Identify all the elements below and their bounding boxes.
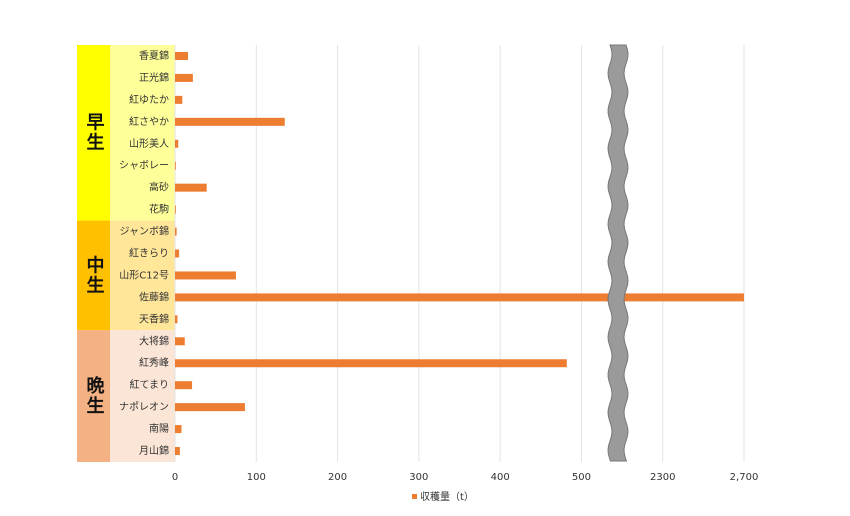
- x-tick-label: 2,700: [730, 472, 759, 483]
- group-band: [77, 45, 110, 221]
- bar: [175, 73, 193, 82]
- x-tick-label: 400: [491, 472, 510, 483]
- category-label: シャボレー: [119, 160, 169, 172]
- bar: [175, 227, 177, 236]
- group-label: 中生: [84, 254, 105, 295]
- category-label: 高砂: [149, 181, 169, 194]
- category-label: 紅きらり: [129, 248, 169, 260]
- category-label: 月山錦: [139, 444, 169, 457]
- bar: [175, 117, 285, 126]
- bar: [175, 139, 179, 148]
- category-label: 大将錦: [139, 334, 169, 347]
- bar: [175, 359, 567, 368]
- category-label: 佐藤錦: [139, 290, 169, 303]
- category-label: 山形美人: [129, 137, 169, 150]
- bar: [175, 183, 207, 192]
- category-label: 天香錦: [139, 312, 169, 325]
- bar: [175, 425, 182, 434]
- bar: [175, 205, 176, 214]
- bar: [175, 315, 178, 324]
- category-label: ナポレオン: [119, 401, 169, 413]
- category-label: 南陽: [149, 422, 169, 435]
- bar: [175, 51, 189, 60]
- category-label: 花駒: [149, 203, 169, 216]
- bar: [175, 403, 245, 412]
- category-band: [110, 330, 175, 462]
- category-label: 山形C12号: [119, 269, 169, 281]
- bar: [175, 293, 744, 302]
- x-tick-label: 0: [172, 472, 178, 483]
- bar: [175, 337, 185, 346]
- group-band: [77, 220, 110, 331]
- x-tick-label: 300: [409, 472, 428, 483]
- category-label: 紅てまり: [130, 379, 170, 391]
- category-label: 紅さやか: [129, 116, 169, 128]
- legend-swatch: [412, 494, 417, 499]
- category-label: 正光錦: [139, 71, 169, 84]
- category-band: [110, 220, 175, 331]
- bar: [175, 447, 180, 456]
- bar: [175, 249, 180, 258]
- group-label: 早生: [84, 113, 105, 153]
- category-label: ジャンボ錦: [120, 225, 170, 238]
- group-label: 晩生: [84, 375, 105, 416]
- category-label: 紅ゆたか: [129, 94, 169, 106]
- bar: [175, 95, 183, 104]
- category-label: 香夏錦: [139, 49, 169, 62]
- bar: [175, 271, 236, 280]
- bar: [175, 381, 193, 390]
- x-tick-label: 2300: [650, 472, 675, 483]
- legend-label: 収穫量（t）: [420, 491, 474, 503]
- category-label: 紅秀峰: [139, 357, 169, 369]
- group-band: [77, 330, 110, 462]
- category-band: [110, 45, 175, 221]
- x-tick-label: 200: [328, 472, 347, 483]
- axis-break: [607, 44, 629, 462]
- x-tick-label: 100: [247, 472, 266, 483]
- bar: [175, 161, 176, 170]
- x-tick-label: 500: [572, 472, 591, 483]
